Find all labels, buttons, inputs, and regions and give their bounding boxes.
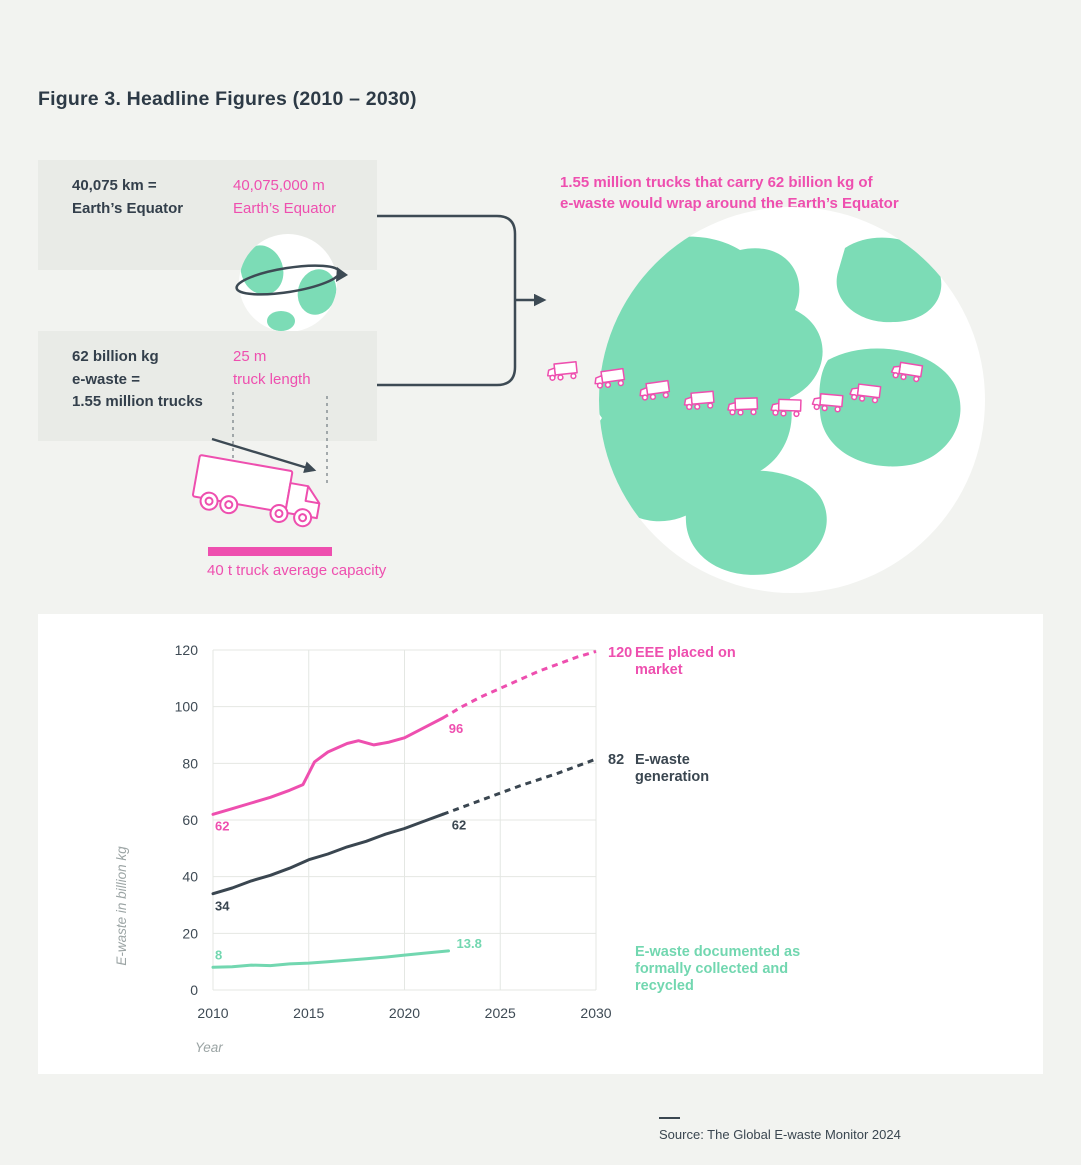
truck-conversion-line2: truck length [233, 370, 311, 388]
svg-text:96: 96 [449, 721, 463, 736]
equator-conversion: 40,075,000 m Earth’s Equator [233, 175, 336, 270]
small-globe-continents [240, 245, 337, 331]
svg-text:62: 62 [452, 817, 466, 832]
big-globe-icon [545, 207, 985, 593]
svg-text:40: 40 [182, 869, 198, 885]
equator-ring-arrowhead [336, 267, 348, 282]
svg-text:8: 8 [215, 947, 222, 962]
svg-text:2020: 2020 [389, 1005, 420, 1021]
svg-text:2015: 2015 [293, 1005, 324, 1021]
svg-text:2010: 2010 [197, 1005, 228, 1021]
big-truck-icon [191, 454, 321, 528]
legend-eee-label: EEE placed on market [635, 645, 736, 679]
svg-text:2025: 2025 [485, 1005, 516, 1021]
truck-conversion-line1: 25 m [233, 348, 267, 365]
truck-card: 62 billion kg e-waste = 1.55 million tru… [38, 331, 377, 441]
figure-title: Figure 3. Headline Figures (2010 – 2030) [38, 88, 417, 110]
truck-length-arrow-icon [211, 437, 317, 473]
truck-fact-line3: 1.55 million trucks [72, 393, 203, 410]
truck-illustration-icon [191, 392, 332, 556]
truck-capacity-bar [208, 547, 332, 556]
small-globe-icon [235, 234, 348, 332]
truck-fact: 62 billion kg e-waste = 1.55 million tru… [72, 346, 233, 441]
headline-text: 1.55 million trucks that carry 62 billio… [560, 172, 980, 214]
svg-text:13.8: 13.8 [457, 936, 482, 951]
big-globe-continents [599, 236, 961, 575]
svg-text:E-waste in billion kg: E-waste in billion kg [114, 846, 129, 966]
svg-text:100: 100 [175, 699, 199, 715]
source-rule [659, 1117, 680, 1119]
headline-line1: 1.55 million trucks that carry 62 billio… [560, 174, 873, 191]
svg-text:80: 80 [182, 755, 198, 771]
source-text: Source: The Global E-waste Monitor 2024 [659, 1127, 901, 1142]
bracket-arrow-icon [377, 214, 547, 387]
truck-fact-line1: 62 billion kg [72, 348, 159, 365]
equator-card: 40,075 km = Earth’s Equator 40,075,000 m… [38, 160, 377, 270]
svg-text:120: 120 [175, 642, 199, 658]
headline-line2: e-waste would wrap around the Earth’s Eq… [560, 195, 899, 212]
truck-conversion: 25 m truck length [233, 346, 311, 441]
truck-capacity-caption: 40 t truck average capacity [207, 562, 387, 579]
source-note: Source: The Global E-waste Monitor 2024 [659, 1117, 901, 1142]
equator-fact-line2: Earth’s Equator [72, 199, 184, 217]
svg-text:2030: 2030 [580, 1005, 611, 1021]
legend-recycled-label: E-waste documented as formally collected… [635, 944, 801, 995]
equator-fact: 40,075 km = Earth’s Equator [72, 175, 233, 270]
svg-text:Year: Year [195, 1040, 223, 1055]
legend-generation-label: E-waste generation [635, 752, 710, 786]
equator-conversion-line1: 40,075,000 m [233, 177, 325, 194]
svg-text:34: 34 [215, 899, 230, 914]
svg-text:0: 0 [190, 982, 198, 998]
legend-eee-value: 120 [608, 645, 633, 661]
e-waste-line-chart: 0 20 40 60 80 100 120 2010 2015 2020 2025 2030 E-was… [114, 642, 612, 1055]
legend-generation-value: 82 [608, 752, 625, 768]
svg-text:60: 60 [182, 812, 198, 828]
svg-text:62: 62 [215, 818, 229, 833]
equator-fact-line1: 40,075 km = [72, 177, 157, 194]
chart-panel: 0 20 40 60 80 100 120 2010 2015 2020 2025 2030 E-was… [38, 614, 1043, 1074]
svg-text:20: 20 [182, 925, 198, 941]
truck-fact-line2: e-waste = [72, 370, 140, 388]
equator-conversion-line2: Earth’s Equator [233, 199, 337, 217]
